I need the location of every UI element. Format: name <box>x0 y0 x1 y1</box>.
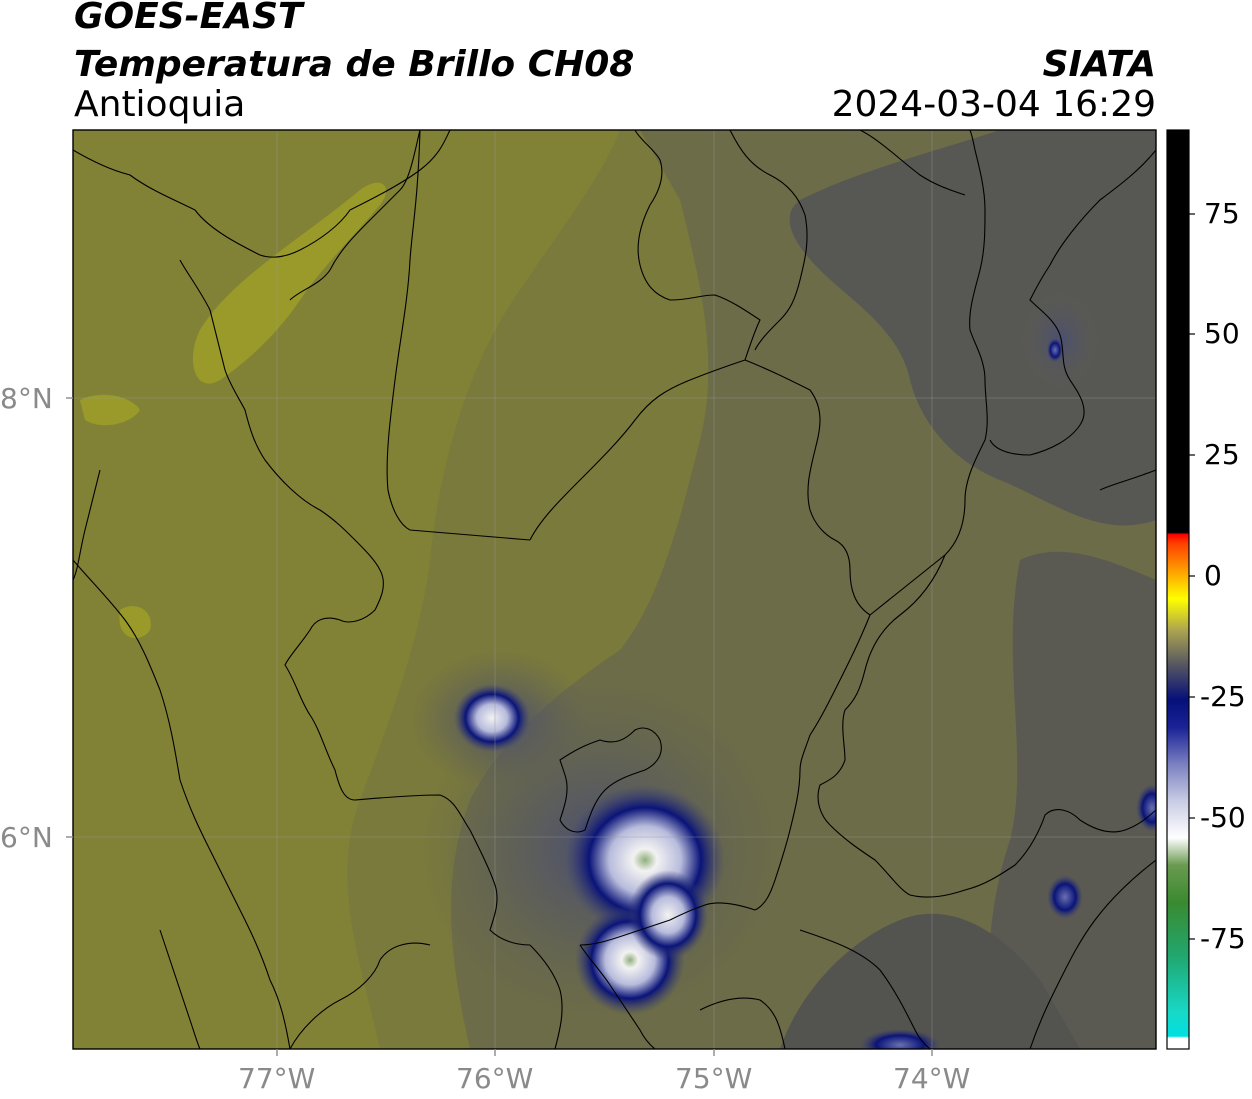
region-title: Antioquia <box>74 84 246 125</box>
agency-title: SIATA <box>1042 44 1156 85</box>
gridlines <box>73 130 1156 1049</box>
colorbar-tick-label: 75 <box>1204 197 1240 230</box>
colorbar-tick-label: -50 <box>1200 801 1246 834</box>
storm-core <box>860 1029 940 1049</box>
colorbar-tick-label: 50 <box>1204 317 1240 350</box>
storm-core <box>1047 338 1063 362</box>
grey-region <box>780 913 1080 1049</box>
storm-core <box>1136 784 1156 832</box>
storm-core <box>1047 875 1083 919</box>
lat-tick-label: 6°N <box>0 821 53 854</box>
colorbar-ticks <box>1189 213 1195 940</box>
grey-region <box>789 130 1156 526</box>
cold-haze <box>1020 290 1100 390</box>
storm-core <box>628 870 708 960</box>
warm-region <box>192 182 387 384</box>
datetime-title: 2024-03-04 16:29 <box>831 84 1156 125</box>
map-frame <box>72 129 1157 1050</box>
colorbar-tick-label: 25 <box>1204 438 1240 471</box>
colorbar-tick-label: 0 <box>1204 559 1222 592</box>
colorbar-tick-label: -75 <box>1200 922 1246 955</box>
storm-core <box>454 684 530 752</box>
satellite-title: GOES-EAST <box>74 0 303 37</box>
lon-tick-label: 74°W <box>893 1062 971 1095</box>
lon-tick-label: 75°W <box>675 1062 753 1095</box>
lat-tick-label: 8°N <box>0 382 53 415</box>
map-area <box>73 130 1156 1049</box>
product-title: Temperatura de Brillo CH08 <box>74 44 635 85</box>
boundaries <box>73 130 1156 1049</box>
warm-region <box>80 394 140 426</box>
lon-tick-label: 76°W <box>456 1062 534 1095</box>
lon-tick-label: 77°W <box>238 1062 316 1095</box>
colorbar <box>1166 129 1190 1050</box>
warm-region <box>119 606 151 639</box>
colorbar-tick-label: -25 <box>1200 680 1246 713</box>
map-ticks <box>66 397 933 1056</box>
grey-region <box>989 551 1156 1049</box>
